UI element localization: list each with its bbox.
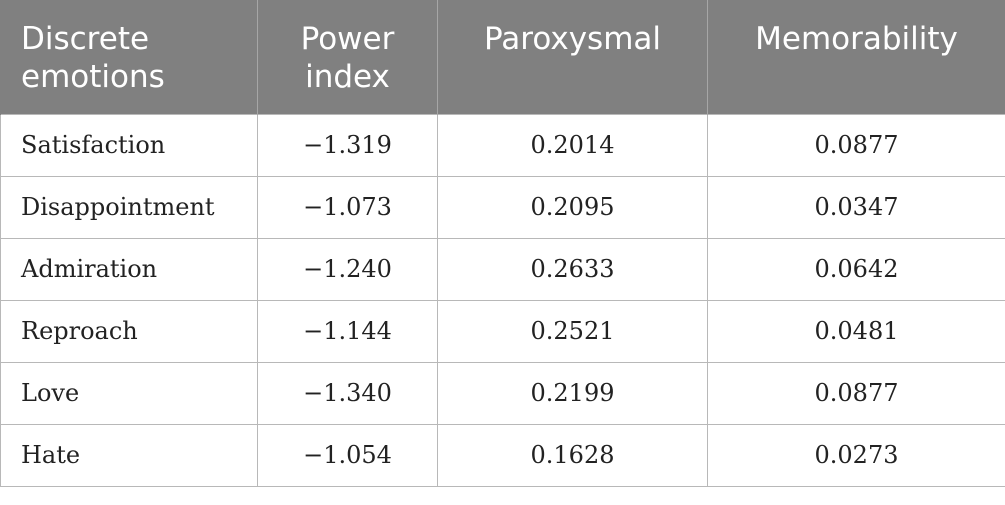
memorability-cell: 0.0877 (707, 113, 1005, 177)
paroxysmal-cell: 0.2014 (437, 113, 708, 177)
table-row: Satisfaction −1.319 0.2014 0.0877 (0, 113, 1005, 177)
paroxysmal-cell: 0.1628 (437, 423, 708, 487)
paroxysmal-cell: 0.2199 (437, 361, 708, 425)
header-power-index: Power index (257, 0, 438, 114)
memorability-cell: 0.0347 (707, 175, 1005, 239)
table-row: Reproach −1.144 0.2521 0.0481 (0, 299, 1005, 363)
power-index-cell: −1.240 (257, 237, 438, 301)
memorability-cell: 0.0273 (707, 423, 1005, 487)
header-discrete-emotions: Discrete emotions (0, 0, 258, 114)
paroxysmal-cell: 0.2521 (437, 299, 708, 363)
header-paroxysmal: Paroxysmal (437, 0, 708, 114)
power-index-cell: −1.144 (257, 299, 438, 363)
table-row: Admiration −1.240 0.2633 0.0642 (0, 237, 1005, 301)
emotion-cell: Satisfaction (0, 113, 258, 177)
table-row: Love −1.340 0.2199 0.0877 (0, 361, 1005, 425)
paroxysmal-cell: 0.2633 (437, 237, 708, 301)
memorability-cell: 0.0642 (707, 237, 1005, 301)
emotion-cell: Disappointment (0, 175, 258, 239)
power-index-cell: −1.319 (257, 113, 438, 177)
emotion-cell: Reproach (0, 299, 258, 363)
table-row: Hate −1.054 0.1628 0.0273 (0, 423, 1005, 487)
power-index-cell: −1.054 (257, 423, 438, 487)
paroxysmal-cell: 0.2095 (437, 175, 708, 239)
table-row: Disappointment −1.073 0.2095 0.0347 (0, 175, 1005, 239)
emotions-table: Discrete emotions Power index Paroxysmal… (0, 0, 1005, 487)
header-row: Discrete emotions Power index Paroxysmal… (0, 0, 1005, 114)
emotion-cell: Love (0, 361, 258, 425)
power-index-cell: −1.073 (257, 175, 438, 239)
emotion-cell: Hate (0, 423, 258, 487)
memorability-cell: 0.0877 (707, 361, 1005, 425)
emotion-cell: Admiration (0, 237, 258, 301)
memorability-cell: 0.0481 (707, 299, 1005, 363)
header-memorability: Memorability (707, 0, 1005, 114)
power-index-cell: −1.340 (257, 361, 438, 425)
